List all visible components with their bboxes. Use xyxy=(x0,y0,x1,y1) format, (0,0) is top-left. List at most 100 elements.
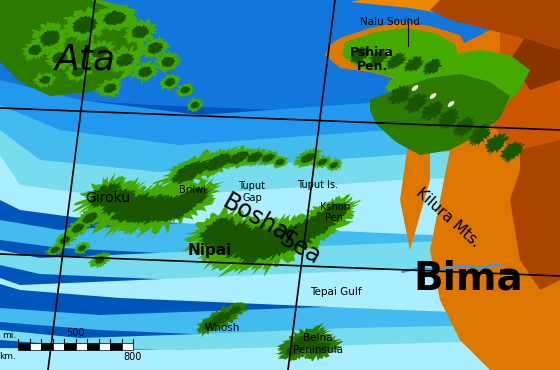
Polygon shape xyxy=(200,305,246,332)
Bar xyxy=(76,343,87,350)
Polygon shape xyxy=(227,151,250,165)
Text: Tepai Gulf: Tepai Gulf xyxy=(310,287,362,297)
Polygon shape xyxy=(100,188,137,217)
Polygon shape xyxy=(403,56,426,72)
Bar xyxy=(53,343,64,350)
Polygon shape xyxy=(158,73,181,92)
Polygon shape xyxy=(123,194,174,226)
Text: Bima: Bima xyxy=(413,259,523,297)
Polygon shape xyxy=(0,0,138,96)
Polygon shape xyxy=(21,39,49,62)
Polygon shape xyxy=(52,51,68,64)
Polygon shape xyxy=(300,152,316,164)
Bar xyxy=(18,343,30,350)
Polygon shape xyxy=(291,333,320,350)
Polygon shape xyxy=(195,314,227,337)
Polygon shape xyxy=(77,244,87,252)
Polygon shape xyxy=(115,53,135,67)
Polygon shape xyxy=(198,216,236,247)
Polygon shape xyxy=(0,208,560,268)
Text: Tuput Is.: Tuput Is. xyxy=(297,180,339,190)
Polygon shape xyxy=(180,86,190,94)
Polygon shape xyxy=(64,62,94,82)
Polygon shape xyxy=(0,130,560,215)
Polygon shape xyxy=(329,162,338,168)
Polygon shape xyxy=(204,152,232,172)
Polygon shape xyxy=(102,10,127,26)
Polygon shape xyxy=(0,0,50,50)
Polygon shape xyxy=(143,194,187,225)
Polygon shape xyxy=(74,205,107,229)
Polygon shape xyxy=(370,74,510,155)
Polygon shape xyxy=(85,40,119,65)
Bar xyxy=(99,343,110,350)
Polygon shape xyxy=(72,16,99,34)
Polygon shape xyxy=(350,0,560,30)
Text: Pen.: Pen. xyxy=(325,213,346,223)
Polygon shape xyxy=(88,182,122,208)
Polygon shape xyxy=(271,203,351,255)
Polygon shape xyxy=(385,52,407,70)
Polygon shape xyxy=(109,192,156,223)
Polygon shape xyxy=(161,57,175,67)
Polygon shape xyxy=(0,323,560,362)
Polygon shape xyxy=(202,319,218,330)
Polygon shape xyxy=(128,60,161,85)
Polygon shape xyxy=(303,206,344,233)
Polygon shape xyxy=(39,75,51,84)
Polygon shape xyxy=(321,201,350,222)
Polygon shape xyxy=(0,266,560,315)
Text: 500: 500 xyxy=(66,328,85,338)
Polygon shape xyxy=(195,213,296,272)
Polygon shape xyxy=(236,212,326,277)
Text: 800: 800 xyxy=(124,352,142,362)
Polygon shape xyxy=(0,340,560,370)
Polygon shape xyxy=(0,0,145,95)
Text: Giroku: Giroku xyxy=(86,191,130,205)
Polygon shape xyxy=(400,0,560,250)
Polygon shape xyxy=(104,44,144,73)
Text: Pen.: Pen. xyxy=(356,60,388,73)
Polygon shape xyxy=(93,77,123,98)
Polygon shape xyxy=(228,305,242,315)
Polygon shape xyxy=(153,51,183,74)
Polygon shape xyxy=(152,149,222,196)
Polygon shape xyxy=(367,49,390,67)
Text: km.: km. xyxy=(0,352,16,361)
Polygon shape xyxy=(275,338,318,361)
Polygon shape xyxy=(430,93,436,99)
Bar xyxy=(122,343,133,350)
Polygon shape xyxy=(447,101,454,107)
Bar xyxy=(110,343,122,350)
Polygon shape xyxy=(325,22,470,82)
Polygon shape xyxy=(222,224,275,259)
Polygon shape xyxy=(412,85,418,91)
Polygon shape xyxy=(262,153,275,163)
Polygon shape xyxy=(290,212,334,243)
Polygon shape xyxy=(137,66,153,78)
Polygon shape xyxy=(284,344,306,356)
Polygon shape xyxy=(468,124,492,147)
Polygon shape xyxy=(307,342,333,354)
Polygon shape xyxy=(430,0,560,370)
Polygon shape xyxy=(0,0,25,35)
Polygon shape xyxy=(64,217,91,239)
Polygon shape xyxy=(30,21,72,55)
Polygon shape xyxy=(221,302,250,318)
Polygon shape xyxy=(197,212,274,270)
Polygon shape xyxy=(147,41,163,54)
Text: Pshira: Pshira xyxy=(350,46,394,58)
Bar xyxy=(87,343,99,350)
Polygon shape xyxy=(255,149,282,167)
Polygon shape xyxy=(190,101,200,109)
Polygon shape xyxy=(350,45,371,64)
Polygon shape xyxy=(186,97,204,113)
Polygon shape xyxy=(59,236,71,245)
Polygon shape xyxy=(71,223,85,233)
Polygon shape xyxy=(74,241,91,254)
Polygon shape xyxy=(54,232,77,248)
Polygon shape xyxy=(0,300,560,343)
Polygon shape xyxy=(0,0,560,80)
Polygon shape xyxy=(295,199,355,244)
Bar xyxy=(30,343,41,350)
